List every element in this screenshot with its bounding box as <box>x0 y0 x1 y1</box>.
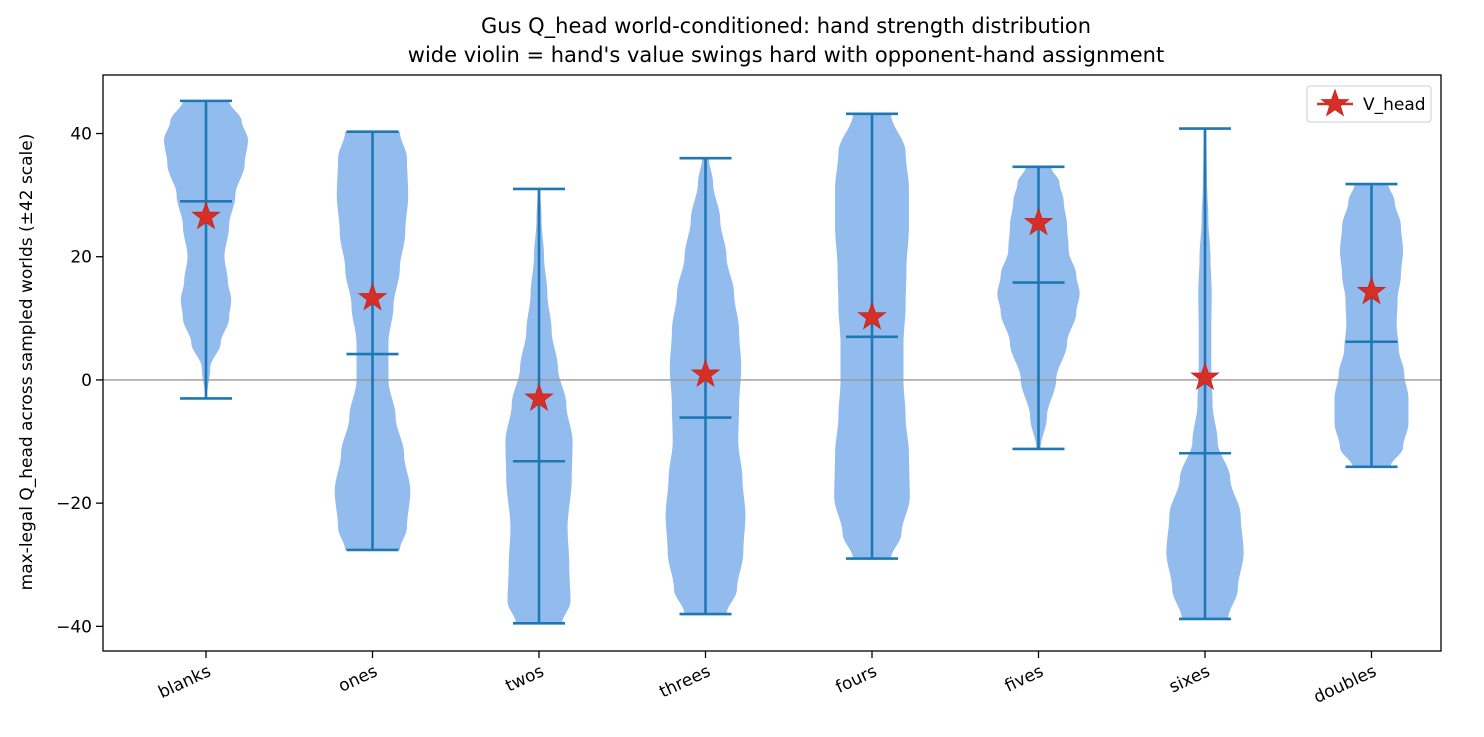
chart-title: Gus Q_head world-conditioned: hand stren… <box>481 14 1091 39</box>
y-tick-label: 40 <box>70 125 92 145</box>
legend-label-v-head: V_head <box>1363 95 1426 115</box>
v-head-marker-ones <box>357 282 388 311</box>
v-head-marker-blanks <box>191 201 221 230</box>
v-head-marker-twos <box>524 382 554 411</box>
v-head-marker-doubles <box>1356 276 1387 305</box>
y-axis-label: max-legal Q_head across sampled worlds (… <box>17 134 37 591</box>
legend-star-icon <box>1320 88 1350 117</box>
v-head-marker-threes <box>690 358 721 387</box>
y-tick-label: −20 <box>56 494 92 514</box>
y-tick-label: −40 <box>56 617 92 637</box>
legend: V_head <box>1306 85 1432 123</box>
y-tick-label: 0 <box>81 371 92 391</box>
y-tick-label: 20 <box>70 248 92 268</box>
chart-subtitle: wide violin = hand's value swings hard w… <box>408 43 1164 67</box>
v-head-marker-sixes <box>1190 361 1220 391</box>
legend-box <box>1306 85 1432 123</box>
v-head-marker-fours <box>857 301 887 330</box>
plot-frame <box>102 74 1442 652</box>
v-head-marker-fives <box>1023 207 1054 236</box>
